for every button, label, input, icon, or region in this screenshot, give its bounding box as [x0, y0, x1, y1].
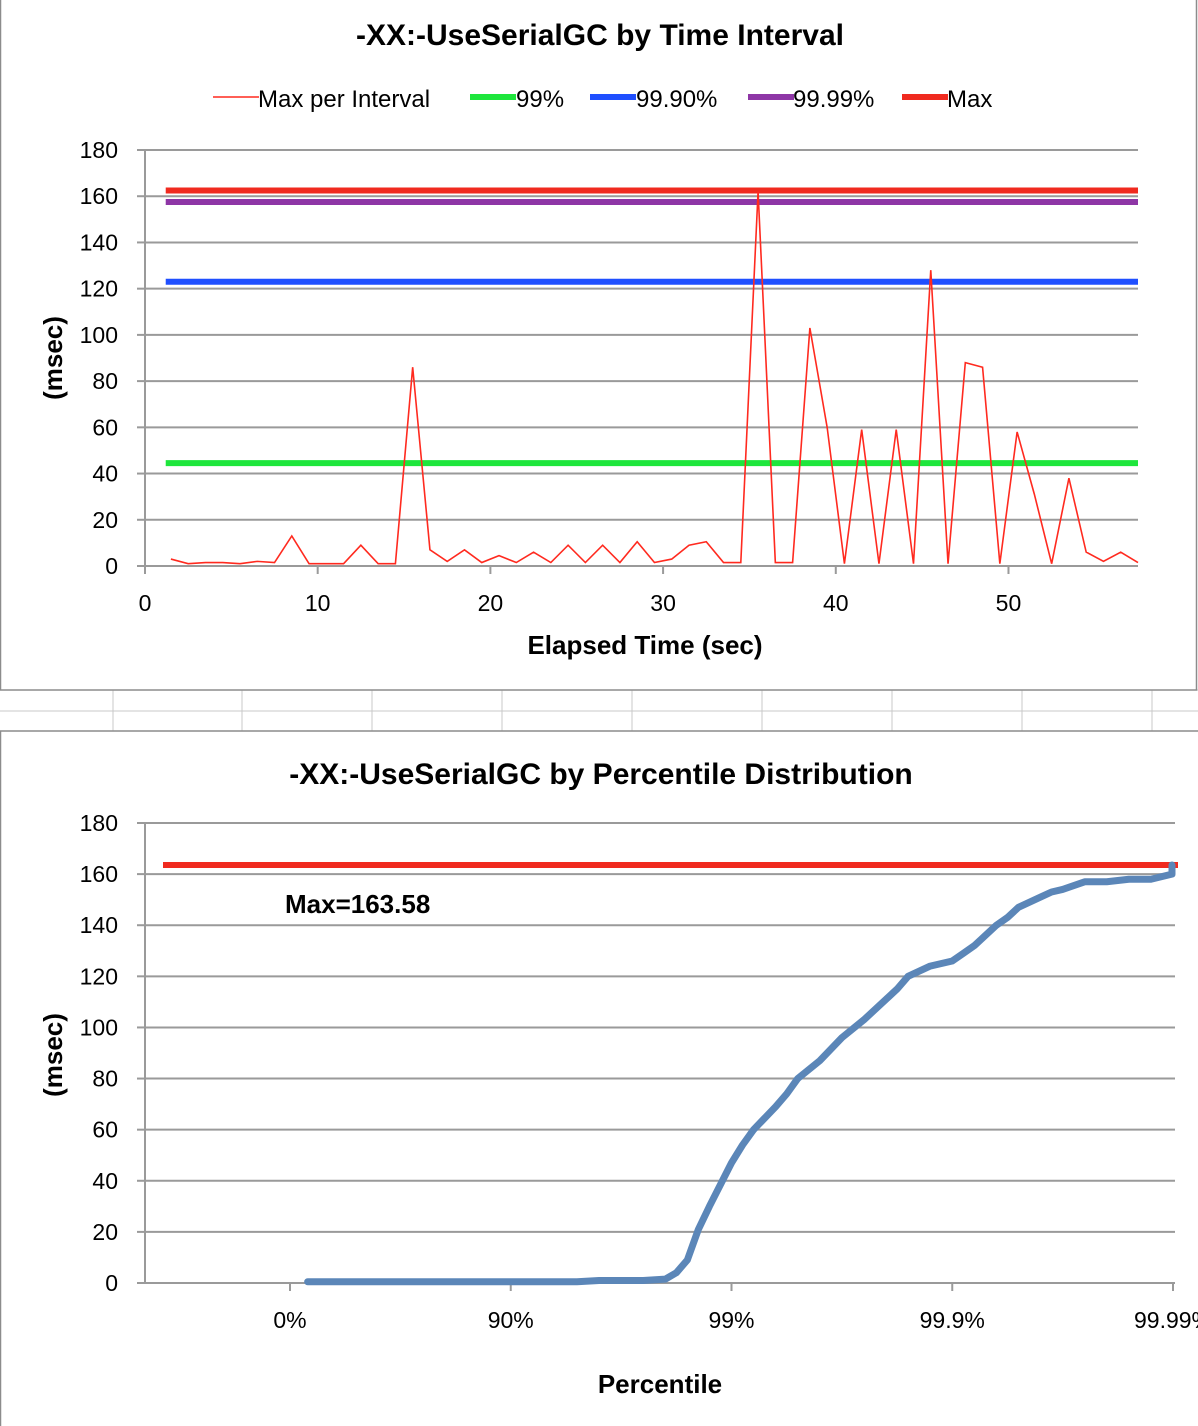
chart-title: -XX:-UseSerialGC by Time Interval [356, 19, 844, 52]
plot-gridlines [137, 149, 1138, 574]
y-tick-label: 100 [80, 322, 118, 348]
y-tick-label: 40 [92, 1168, 118, 1194]
y-axis-label: (msec) [38, 316, 68, 400]
x-tick-label: 30 [650, 590, 676, 616]
y-axis-label: (msec) [38, 1013, 68, 1097]
y-tick-label: 40 [92, 461, 118, 487]
y-tick-label: 180 [80, 137, 118, 163]
series-line-percentile-distribution [304, 861, 1176, 1286]
legend: Max per Interval 99% 99.90% 99.99% Max [213, 86, 992, 113]
x-tick-label: 99.99% [1134, 1307, 1198, 1333]
x-tick-label: 40 [823, 590, 849, 616]
x-tick-label: 99.9% [920, 1307, 985, 1333]
y-axis-tick-labels: 0 20 40 60 80 100 120 140 160 180 [80, 810, 118, 1296]
y-tick-label: 60 [92, 414, 118, 440]
legend-label: 99.99% [793, 86, 874, 113]
legend-label: 99.90% [636, 86, 717, 113]
y-tick-label: 60 [92, 1117, 118, 1143]
legend-label: 99% [516, 86, 564, 113]
x-tick-label: 90% [488, 1307, 534, 1333]
percentile-reference-lines [165, 187, 1138, 467]
y-tick-label: 160 [80, 183, 118, 209]
y-tick-label: 0 [105, 553, 118, 579]
legend-label: Max [947, 86, 992, 113]
chart-title: -XX:-UseSerialGC by Percentile Distribut… [289, 758, 912, 791]
x-tick-label: 0 [139, 590, 152, 616]
x-axis-tick-labels: 0% 90% 99% 99.9% 99.99% [273, 1307, 1198, 1333]
x-axis-label: Percentile [598, 1369, 722, 1399]
y-tick-label: 20 [92, 507, 118, 533]
y-tick-label: 80 [92, 1066, 118, 1092]
y-tick-label: 120 [80, 963, 118, 989]
y-tick-label: 180 [80, 810, 118, 836]
series-line-max-per-interval [170, 191, 1139, 565]
y-tick-label: 20 [92, 1219, 118, 1245]
plot-gridlines [137, 822, 1175, 1291]
chart-frame [0, 0, 1198, 691]
x-axis-tick-labels: 0 10 20 30 40 50 [139, 590, 1022, 616]
y-tick-label: 120 [80, 276, 118, 302]
y-tick-label: 0 [105, 1270, 118, 1296]
x-tick-label: 20 [478, 590, 504, 616]
x-tick-label: 0% [273, 1307, 306, 1333]
x-axis-label: Elapsed Time (sec) [527, 630, 762, 660]
time-interval-chart[interactable]: -XX:-UseSerialGC by Time Interval Max pe… [0, 0, 1198, 691]
x-tick-label: 99% [708, 1307, 754, 1333]
y-tick-label: 160 [80, 861, 118, 887]
legend-label: Max per Interval [258, 86, 430, 113]
percentile-distribution-chart[interactable]: -XX:-UseSerialGC by Percentile Distribut… [0, 730, 1198, 1426]
y-tick-label: 100 [80, 1014, 118, 1040]
y-tick-label: 140 [80, 912, 118, 938]
y-axis-tick-labels: 0 20 40 60 80 100 120 140 160 180 [80, 137, 118, 579]
x-tick-label: 50 [996, 590, 1022, 616]
y-tick-label: 140 [80, 229, 118, 255]
y-tick-label: 80 [92, 368, 118, 394]
spreadsheet-gridlines [0, 689, 1198, 732]
max-annotation: Max=163.58 [285, 889, 430, 919]
x-tick-label: 10 [305, 590, 331, 616]
